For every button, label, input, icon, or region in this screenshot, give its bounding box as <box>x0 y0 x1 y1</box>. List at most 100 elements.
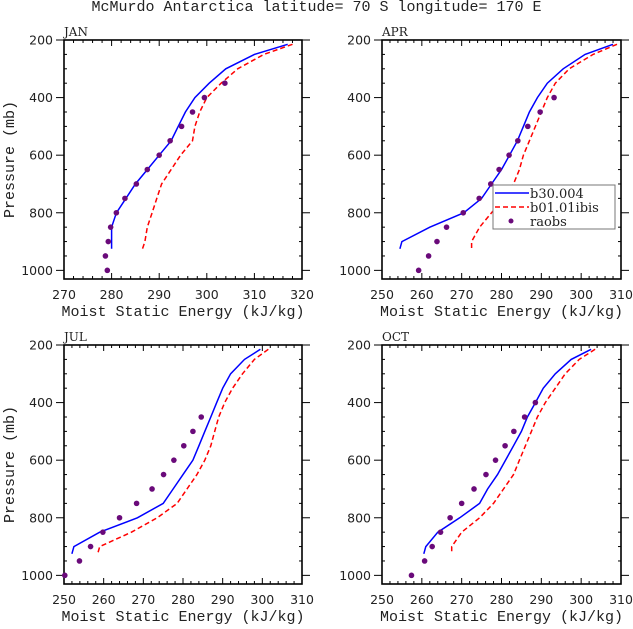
raobs-point <box>167 137 173 144</box>
raobs-point <box>421 558 428 564</box>
raobs-point <box>76 558 83 564</box>
raobs-point <box>496 166 502 173</box>
raobs-point <box>476 195 482 202</box>
y-axis-label: Pressure (mb) <box>2 101 19 218</box>
raobs-point <box>487 181 494 187</box>
y-tick-label: 600 <box>29 148 53 163</box>
raobs-point <box>511 428 517 435</box>
x-tick-label: 290 <box>211 592 235 607</box>
y-tick-label: 1000 <box>339 263 371 278</box>
raobs-point <box>133 181 140 187</box>
b30-004-line <box>110 43 288 249</box>
x-tick-label: 290 <box>529 592 553 607</box>
legend-label: raobs <box>530 215 567 230</box>
raobs-point <box>443 224 450 230</box>
raobs-point <box>61 572 68 579</box>
panel-title: APR <box>381 25 409 39</box>
raobs-point <box>502 442 508 449</box>
raobs-point <box>105 238 112 245</box>
y-tick-label: 600 <box>347 148 371 163</box>
raobs-point <box>156 152 162 158</box>
raobs-point <box>460 209 467 216</box>
x-tick-label: 260 <box>410 287 434 302</box>
x-tick-label: 320 <box>290 287 314 302</box>
panel-jul: 250 260 270 280 290 300 310 200 400 600 800 1000 JUL… <box>2 330 314 626</box>
y-axis-label: Pressure (mb) <box>2 406 19 523</box>
plot-frame <box>381 39 622 280</box>
x-tick-label: 300 <box>250 592 274 607</box>
y-tick-label: 200 <box>29 33 53 48</box>
y-tick-label: 200 <box>347 338 371 353</box>
x-tick-label: 260 <box>410 592 434 607</box>
plot-frame <box>381 344 622 585</box>
panel-title: JAN <box>62 25 88 39</box>
raobs-point <box>178 123 185 130</box>
raobs-point <box>447 514 453 521</box>
raobs-point <box>551 94 557 101</box>
x-tick-label: 300 <box>569 287 593 302</box>
x-tick-label: 300 <box>195 287 219 302</box>
y-tick-label: 600 <box>29 453 53 468</box>
raobs-point <box>483 471 489 478</box>
x-tick-label: 290 <box>529 287 553 302</box>
x-tick-label: 280 <box>490 287 514 302</box>
raobs-point <box>198 414 205 420</box>
y-tick-label: 1000 <box>21 263 53 278</box>
b30-004-line <box>423 348 592 555</box>
raobs-point <box>471 486 477 492</box>
raobs-point <box>515 137 521 144</box>
x-tick-label: 250 <box>370 287 394 302</box>
y-tick-label: 800 <box>347 205 371 220</box>
b01-01ibis-line <box>141 43 293 250</box>
panel-title: JUL <box>62 330 87 344</box>
y-tick-label: 400 <box>29 90 53 105</box>
raobs-point <box>437 529 444 535</box>
raobs-point <box>107 224 114 230</box>
x-axis-label: Moist Static Energy (kJ/kg) <box>380 304 623 321</box>
panel-jan: 270 280 290 300 310 320 200 400 600 800 1000 JAN Moi… <box>2 25 314 321</box>
y-tick-label: 400 <box>29 395 53 410</box>
raobs-point <box>180 442 187 449</box>
x-tick-label: 250 <box>52 592 76 607</box>
raobs-point <box>149 486 155 492</box>
b01-01ibis-line <box>96 348 269 555</box>
b30-004-line <box>71 348 261 555</box>
y-tick-label: 200 <box>29 338 53 353</box>
raobs-point <box>521 414 528 420</box>
raobs-point <box>434 238 440 245</box>
raobs-point <box>190 428 196 435</box>
raobs-point <box>122 195 128 202</box>
x-tick-label: 280 <box>100 287 124 302</box>
legend-label: b01.01ibis <box>530 201 599 216</box>
raobs-point <box>144 166 151 173</box>
panel-oct: 250 260 270 280 290 300 310 200 400 600 800 1000 OCT… <box>339 330 633 626</box>
plot-frame <box>63 39 303 280</box>
x-tick-label: 310 <box>290 592 314 607</box>
x-tick-label: 270 <box>52 287 76 302</box>
y-tick-label: 800 <box>29 510 53 525</box>
y-tick-label: 400 <box>347 90 371 105</box>
b30-004-line <box>399 43 614 250</box>
raobs-point <box>425 253 432 259</box>
x-tick-label: 290 <box>147 287 171 302</box>
raobs-point <box>524 123 531 130</box>
raobs-point <box>506 152 512 158</box>
b01-01ibis-line <box>450 348 596 554</box>
b01-01ibis-line <box>470 43 618 249</box>
y-tick-label: 1000 <box>339 568 371 583</box>
x-tick-label: 270 <box>450 592 474 607</box>
raobs-point <box>532 399 539 406</box>
x-tick-label: 270 <box>131 592 155 607</box>
raobs-point <box>160 471 167 478</box>
legend-label: b30.004 <box>530 187 584 202</box>
x-axis-label: Moist Static Energy (kJ/kg) <box>61 609 304 626</box>
x-tick-label: 280 <box>171 592 195 607</box>
y-tick-label: 600 <box>347 453 371 468</box>
panel-apr: 250 260 270 280 290 300 310 200 400 600 800 1000 APR… <box>339 25 633 321</box>
x-tick-label: 300 <box>569 592 593 607</box>
raobs-point <box>537 109 543 115</box>
raobs-point <box>222 80 228 86</box>
x-tick-label: 280 <box>490 592 514 607</box>
x-tick-label: 270 <box>450 287 474 302</box>
